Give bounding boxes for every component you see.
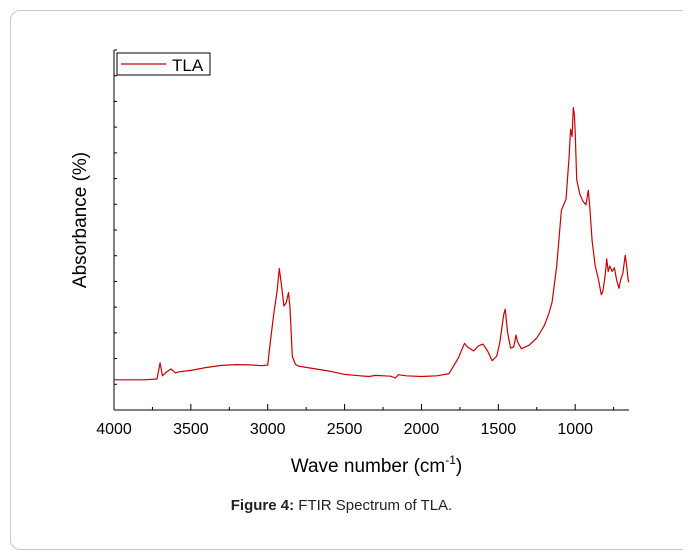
x-tick-label: 3500	[173, 421, 209, 438]
x-tick-label: 4000	[96, 421, 132, 438]
x-tick-label: 1000	[557, 421, 593, 438]
ftir-chart: TLA 4000 3500 3000 2500 2000 1500 1000 Wave num…	[70, 49, 630, 477]
figure-caption: Figure 4: FTIR Spectrum of TLA.	[0, 497, 683, 514]
x-tick-label: 1500	[481, 421, 517, 438]
legend-label: TLA	[172, 56, 204, 75]
x-tick-label: 3000	[250, 421, 286, 438]
x-tick-label: 2000	[404, 421, 440, 438]
y-axis-title: Absorbance (%)	[70, 152, 91, 288]
x-tick-label: 2500	[327, 421, 363, 438]
caption-label: Figure 4:	[230, 497, 295, 514]
caption-text: FTIR Spectrum of TLA.	[294, 497, 453, 514]
x-axis-title: Wave number (cm-1)	[291, 453, 463, 477]
series-line-tla	[114, 107, 630, 381]
